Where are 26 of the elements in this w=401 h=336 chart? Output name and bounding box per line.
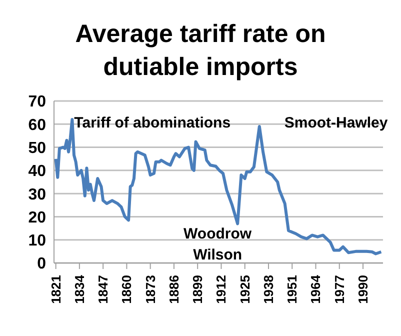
x-tick-label: 1925 [237, 275, 252, 304]
x-tick-label: 1834 [72, 274, 87, 304]
x-tick-label: 1964 [308, 274, 324, 304]
y-tick-label: 20 [28, 209, 46, 226]
annotation: Smoot-Hawley [284, 114, 388, 131]
x-tick-label: 1951 [284, 275, 300, 304]
x-tick-label: 1886 [166, 275, 182, 304]
x-tick-label: 1899 [190, 275, 206, 304]
y-tick-label: 70 [28, 94, 46, 111]
y-tick-label: 30 [28, 186, 46, 204]
x-tick-label: 1938 [260, 275, 276, 304]
y-tick-label: 10 [28, 232, 46, 250]
chart-title: Average tariff rate on dutiable imports [74, 19, 327, 83]
x-tick-label: 1990 [356, 275, 371, 304]
annotation: Tariff of abominations [74, 114, 231, 132]
y-tick-label: 60 [28, 116, 46, 134]
y-tick-label: 40 [28, 163, 46, 180]
y-tick-label: 50 [28, 140, 46, 157]
x-tick-label: 1912 [214, 275, 229, 304]
x-tick-label: 1873 [142, 275, 158, 304]
x-tick-label: 1977 [332, 275, 347, 304]
x-tick-label: 1847 [96, 275, 111, 304]
x-tick-label: 1860 [119, 275, 134, 304]
x-tick-label: 1821 [48, 275, 64, 304]
y-tick-label: 0 [37, 256, 46, 273]
annotation: Woodrow Wilson [184, 225, 252, 264]
